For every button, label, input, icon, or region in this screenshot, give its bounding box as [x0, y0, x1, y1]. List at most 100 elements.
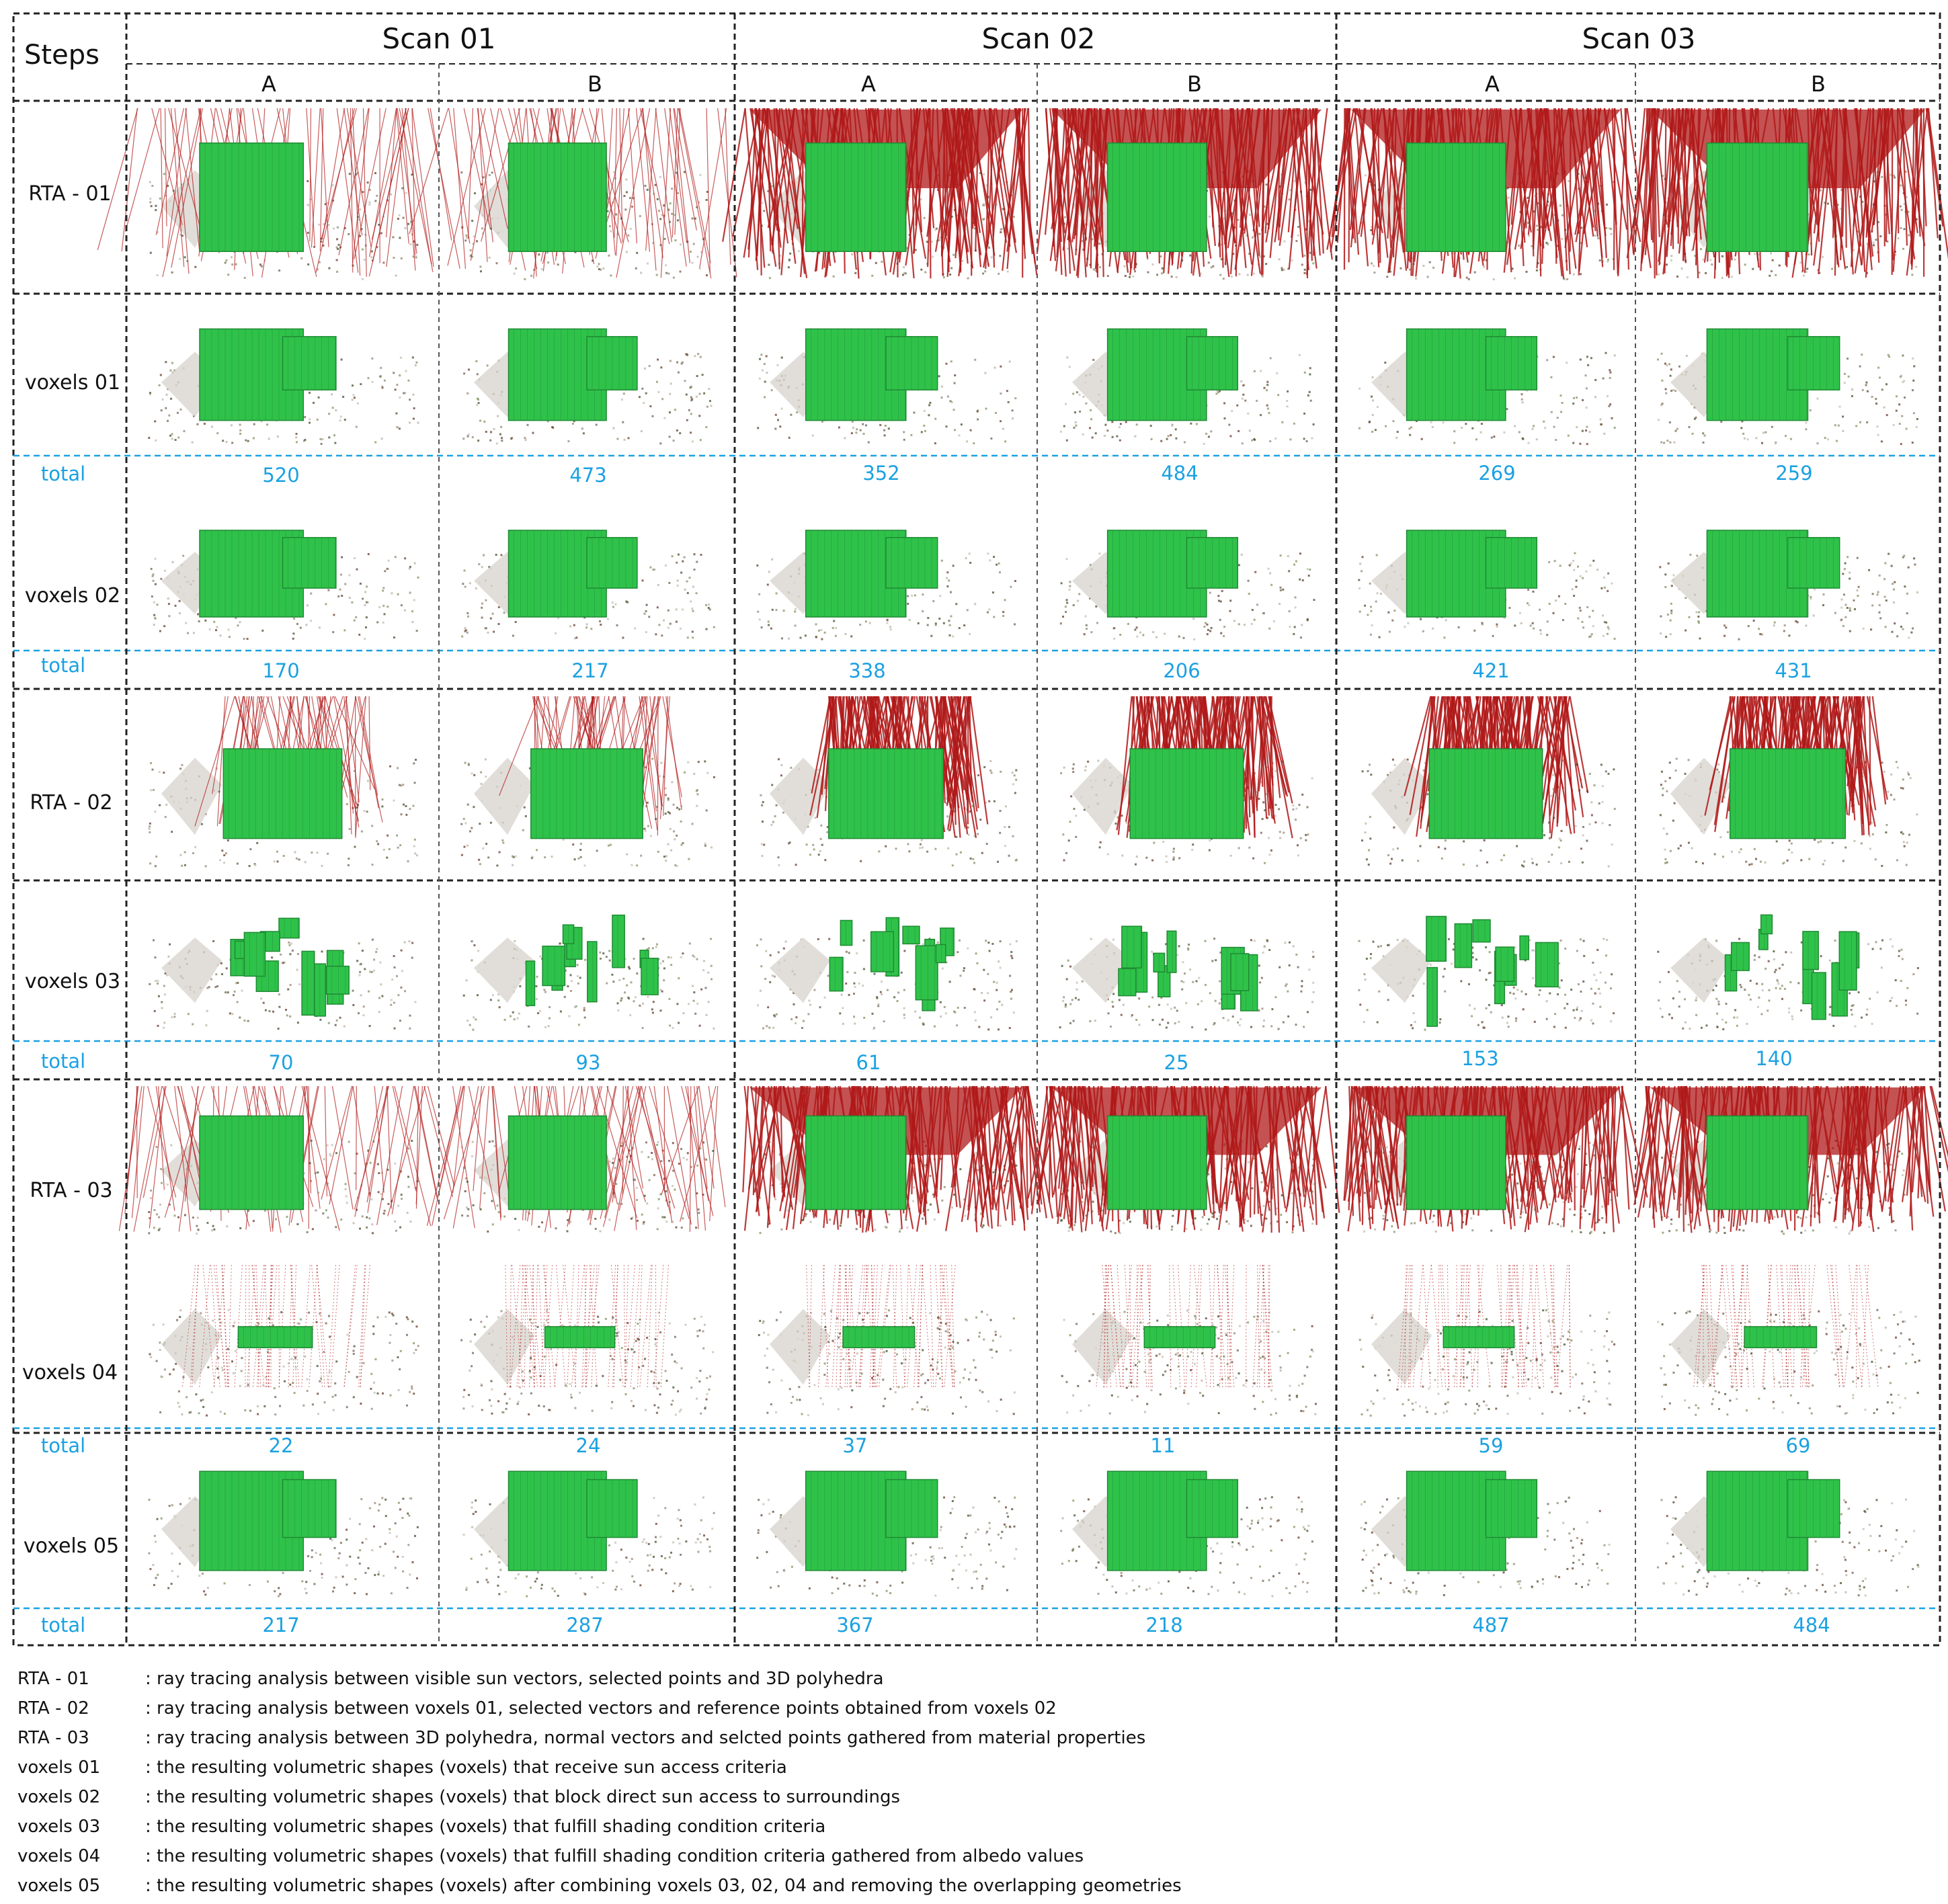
total-label-4: total [41, 1434, 85, 1457]
render-cell [1633, 1085, 1948, 1235]
render-cell [1358, 530, 1616, 640]
render-cell [462, 328, 713, 445]
total-value: 206 [1163, 659, 1200, 682]
total-value: 367 [836, 1614, 873, 1637]
render-cell [757, 328, 1017, 445]
total-value: 170 [262, 659, 299, 682]
legend-definition: : the resulting volumetric shapes (voxel… [145, 1817, 826, 1837]
render-cell [460, 696, 715, 868]
legend-term: voxels 05 [17, 1876, 101, 1896]
total-value: 24 [576, 1434, 601, 1457]
legend-term: voxels 02 [17, 1787, 101, 1807]
scan-01-a-header: A [261, 71, 276, 97]
total-value: 59 [1479, 1434, 1504, 1457]
scan-01-header: Scan 01 [382, 22, 496, 55]
render-cell [1626, 108, 1948, 279]
total-value: 269 [1478, 462, 1515, 485]
legend-term: voxels 03 [17, 1817, 101, 1837]
total-value: 338 [848, 659, 885, 682]
render-cell [1060, 1471, 1313, 1598]
total-value: 421 [1472, 659, 1509, 682]
total-value: 520 [262, 464, 299, 487]
legend-term: RTA - 01 [17, 1669, 89, 1689]
render-cell [756, 530, 1016, 640]
render-cell [1059, 530, 1315, 640]
render-cell [1657, 914, 1919, 1030]
scan-02-a-header: A [861, 71, 876, 97]
legend-definition: : the resulting volumetric shapes (voxel… [145, 1846, 1084, 1866]
step-label-voxels-03: voxels 03 [25, 970, 120, 993]
total-label-1: total [41, 462, 85, 485]
render-cell [148, 1471, 419, 1598]
total-value: 140 [1755, 1047, 1792, 1070]
render-cell [722, 108, 1038, 280]
total-value: 218 [1145, 1614, 1182, 1637]
total-value: 25 [1164, 1051, 1189, 1074]
total-value: 69 [1786, 1434, 1811, 1457]
step-label-voxels-01: voxels 01 [25, 371, 120, 395]
total-value: 217 [262, 1614, 299, 1637]
render-cell [149, 917, 417, 1030]
render-cell [460, 1265, 715, 1416]
render-cells [97, 108, 1948, 1598]
legend-term: voxels 04 [17, 1846, 101, 1866]
total-value: 259 [1775, 462, 1812, 485]
legend-definition: : the resulting volumetric shapes (voxel… [145, 1757, 787, 1778]
render-cell [1358, 915, 1615, 1031]
scan-03-header: Scan 03 [1582, 22, 1696, 55]
render-cell [462, 1471, 715, 1598]
scan-02-b-header: B [1187, 71, 1202, 97]
render-cell [150, 530, 419, 640]
render-cell [1343, 1085, 1648, 1235]
render-cell [1358, 1265, 1616, 1417]
render-cell [97, 108, 460, 280]
scan-01-b-header: B [587, 71, 602, 97]
total-label-2: total [41, 654, 85, 677]
render-cell [1361, 696, 1616, 868]
steps-header: Steps [24, 40, 99, 71]
total-value: 484 [1793, 1614, 1830, 1637]
render-cell [461, 530, 715, 640]
total-value: 153 [1461, 1047, 1498, 1070]
legend-definition: : ray tracing analysis between voxels 01… [145, 1698, 1057, 1719]
render-cell [1059, 328, 1315, 445]
render-cell [1060, 696, 1313, 866]
total-value: 487 [1472, 1614, 1509, 1637]
total-value: 484 [1161, 462, 1198, 485]
legend-definition: : the resulting volumetric shapes (voxel… [145, 1787, 901, 1807]
total-value: 11 [1151, 1434, 1176, 1457]
render-cell [1027, 1085, 1340, 1235]
legend-term: RTA - 02 [17, 1698, 89, 1719]
render-cell [1657, 1265, 1920, 1416]
render-cell [1326, 108, 1652, 281]
render-cell [1358, 328, 1616, 446]
render-cell [1061, 1265, 1317, 1416]
total-value: 22 [269, 1434, 294, 1457]
render-cell [758, 1265, 1016, 1417]
render-cell [148, 328, 419, 445]
render-cell [1360, 1471, 1611, 1596]
total-value: 37 [843, 1434, 868, 1457]
render-cell [1059, 925, 1315, 1031]
table-grid [12, 12, 1941, 1647]
total-value: 217 [571, 659, 608, 682]
step-label-rta-02: RTA - 02 [30, 791, 112, 815]
legend-term: voxels 01 [17, 1757, 101, 1778]
scan-03-a-header: A [1485, 71, 1500, 97]
render-cell [426, 1085, 726, 1233]
render-cell [760, 696, 1018, 867]
render-cell [1036, 108, 1333, 280]
total-label-3: total [41, 1050, 85, 1073]
render-cell [1659, 530, 1918, 640]
total-value: 70 [269, 1051, 294, 1074]
render-cell [1659, 696, 1918, 867]
total-value: 61 [856, 1051, 881, 1074]
render-cell [118, 1085, 455, 1235]
total-label-5: total [41, 1614, 85, 1637]
step-label-rta-03: RTA - 03 [30, 1179, 112, 1202]
step-label-voxels-02: voxels 02 [25, 584, 120, 608]
legend-definition: : ray tracing analysis between visible s… [145, 1669, 884, 1689]
render-cell [756, 917, 1018, 1031]
render-cell [148, 696, 418, 868]
